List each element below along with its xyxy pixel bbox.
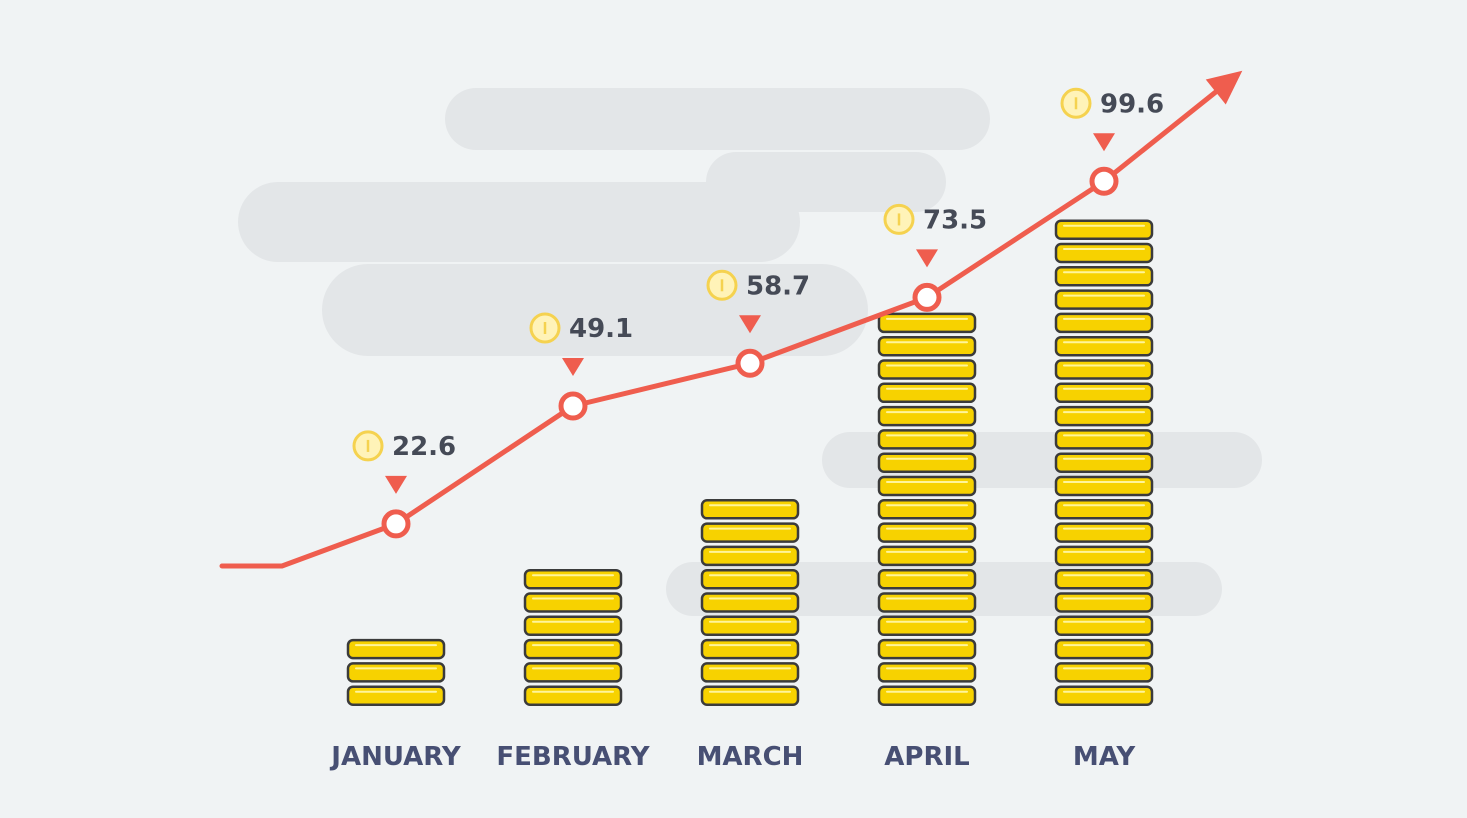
coin	[1054, 568, 1154, 590]
data-point-february: 49.1	[529, 312, 633, 421]
coin-stack-february	[523, 568, 623, 706]
category-label: MARCH	[697, 742, 804, 772]
coin-stack-january	[346, 638, 446, 706]
coin	[1054, 429, 1154, 450]
coin	[877, 405, 977, 427]
coin	[1054, 452, 1154, 473]
coin	[1054, 242, 1154, 264]
coin	[523, 662, 623, 683]
category-labels: JANUARY FEBRUARY MARCH APRIL MAY	[329, 742, 1136, 772]
coin	[700, 545, 800, 567]
cloud-shape	[445, 88, 990, 150]
coin	[877, 545, 977, 567]
point-marker	[558, 391, 588, 421]
coin	[1054, 266, 1154, 287]
coin	[523, 568, 623, 590]
coin	[1054, 685, 1154, 706]
triangle-down-icon	[385, 475, 407, 494]
coin	[700, 568, 800, 590]
point-marker	[735, 348, 765, 378]
coin	[700, 592, 800, 613]
value-label: 49.1	[569, 314, 633, 344]
category-label: MAY	[1073, 742, 1137, 772]
coin-stack-april	[877, 312, 977, 706]
data-point-january: 22.6	[352, 430, 456, 539]
coin	[1054, 312, 1154, 334]
triangle-down-icon	[562, 358, 584, 377]
coin	[700, 662, 800, 683]
coin	[1054, 475, 1154, 497]
coin	[346, 662, 446, 683]
coin	[523, 592, 623, 613]
coin	[877, 568, 977, 590]
value-label: 73.5	[923, 205, 987, 235]
coin	[346, 685, 446, 706]
data-point-march: 58.7	[706, 269, 810, 378]
coin	[523, 638, 623, 660]
coin	[1054, 592, 1154, 613]
coin	[700, 638, 800, 660]
coin-stack-may	[1054, 219, 1154, 706]
coin	[1054, 405, 1154, 427]
category-label: JANUARY	[329, 742, 462, 772]
coin	[1054, 545, 1154, 567]
coin	[877, 615, 977, 637]
coin	[877, 475, 977, 497]
coin	[700, 522, 800, 543]
trend-points: 22.6 49.1 58.7 73.5 99.6	[352, 87, 1164, 539]
coin	[877, 522, 977, 543]
coin-stack-march	[700, 499, 800, 706]
coin	[1054, 335, 1154, 357]
triangle-down-icon	[916, 249, 938, 268]
point-marker	[912, 282, 942, 312]
triangle-down-icon	[739, 315, 761, 334]
coin	[1054, 219, 1154, 240]
coin	[523, 615, 623, 637]
coin	[1054, 522, 1154, 543]
coin	[877, 429, 977, 450]
coin	[700, 499, 800, 520]
category-label: APRIL	[884, 742, 969, 772]
coin	[877, 335, 977, 357]
coin	[523, 685, 623, 706]
coin	[877, 312, 977, 334]
coin	[877, 685, 977, 706]
triangle-down-icon	[1093, 133, 1115, 152]
trend-line	[219, 70, 1243, 569]
coin	[1054, 289, 1154, 310]
data-point-may: 99.6	[1060, 87, 1164, 196]
point-marker	[1089, 166, 1119, 196]
coin	[1054, 662, 1154, 683]
coin	[1054, 382, 1154, 404]
coin	[700, 685, 800, 706]
coin	[1054, 499, 1154, 520]
coin	[877, 452, 977, 473]
coin	[877, 638, 977, 660]
cloud-shape	[706, 152, 946, 212]
coin	[346, 638, 446, 660]
cloud-shape	[238, 182, 800, 262]
trend-polyline	[219, 84, 1225, 569]
coin	[700, 615, 800, 637]
coin	[1054, 359, 1154, 380]
value-label: 99.6	[1100, 89, 1164, 119]
category-label: FEBRUARY	[496, 742, 650, 772]
coin	[1054, 638, 1154, 660]
coin	[877, 359, 977, 380]
coin	[877, 499, 977, 520]
value-label: 22.6	[392, 432, 456, 462]
coin-stacks	[346, 219, 1154, 706]
value-label: 58.7	[746, 271, 810, 301]
arrow-head-icon	[1205, 70, 1243, 105]
coin	[1054, 615, 1154, 637]
coin	[877, 382, 977, 404]
coin	[877, 592, 977, 613]
data-point-april: 73.5	[883, 203, 987, 312]
point-marker	[381, 509, 411, 539]
coin	[877, 662, 977, 683]
